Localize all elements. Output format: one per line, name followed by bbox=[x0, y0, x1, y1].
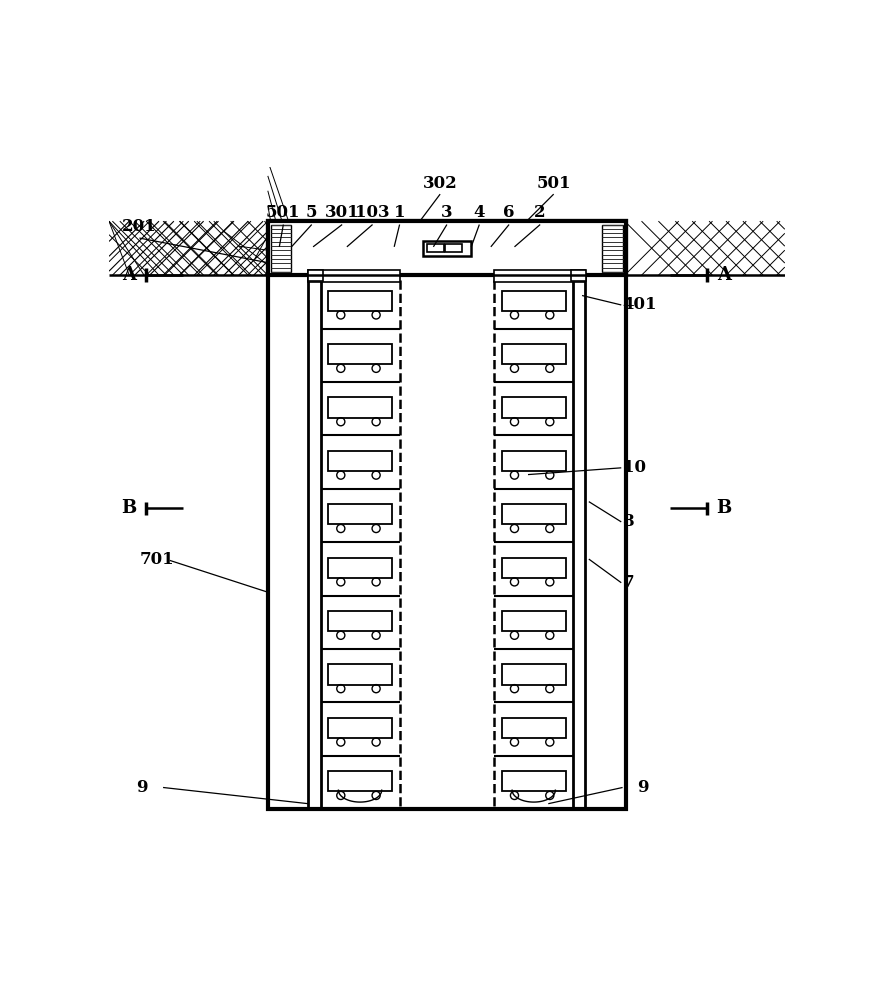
Bar bbox=[268, 221, 626, 275]
Bar bbox=[328, 771, 392, 791]
Text: 301: 301 bbox=[325, 204, 359, 221]
Bar bbox=[501, 718, 566, 738]
Text: A: A bbox=[122, 266, 136, 284]
Bar bbox=[501, 344, 566, 364]
Text: 501: 501 bbox=[536, 175, 571, 192]
Bar bbox=[501, 397, 566, 418]
Bar bbox=[328, 664, 392, 685]
Text: 6: 6 bbox=[503, 204, 514, 221]
Bar bbox=[501, 451, 566, 471]
Bar bbox=[308, 270, 323, 281]
Text: 701: 701 bbox=[140, 551, 174, 568]
Text: 8: 8 bbox=[623, 513, 634, 530]
Bar bbox=[446, 244, 462, 252]
Text: 9: 9 bbox=[637, 779, 649, 796]
Text: 201: 201 bbox=[122, 218, 157, 235]
Bar bbox=[328, 504, 392, 524]
Bar bbox=[328, 718, 392, 738]
Bar bbox=[501, 291, 566, 311]
Text: 10: 10 bbox=[623, 459, 645, 476]
Text: 501: 501 bbox=[266, 204, 301, 221]
Bar bbox=[328, 451, 392, 471]
Bar bbox=[271, 225, 291, 272]
Text: A: A bbox=[717, 266, 731, 284]
Text: 302: 302 bbox=[423, 175, 458, 192]
Bar bbox=[328, 611, 392, 631]
Bar bbox=[328, 344, 392, 364]
Text: 401: 401 bbox=[623, 296, 657, 313]
Bar bbox=[309, 270, 399, 282]
Bar bbox=[268, 221, 626, 809]
Text: 4: 4 bbox=[473, 204, 485, 221]
Bar bbox=[423, 241, 471, 256]
Bar bbox=[501, 504, 566, 524]
Bar bbox=[328, 558, 392, 578]
Text: 3: 3 bbox=[441, 204, 453, 221]
Text: 1: 1 bbox=[394, 204, 405, 221]
Bar bbox=[501, 558, 566, 578]
Text: B: B bbox=[122, 499, 137, 517]
Bar bbox=[603, 225, 623, 272]
Text: 2: 2 bbox=[535, 204, 546, 221]
Bar bbox=[501, 771, 566, 791]
Bar bbox=[501, 664, 566, 685]
Text: B: B bbox=[717, 499, 732, 517]
Text: 7: 7 bbox=[623, 574, 634, 591]
Bar bbox=[494, 270, 585, 282]
Bar bbox=[328, 397, 392, 418]
Text: 5: 5 bbox=[306, 204, 317, 221]
Bar bbox=[501, 611, 566, 631]
Text: 103: 103 bbox=[355, 204, 390, 221]
Bar bbox=[328, 291, 392, 311]
Bar bbox=[571, 270, 586, 281]
Bar bbox=[427, 244, 444, 252]
Text: 9: 9 bbox=[136, 779, 147, 796]
